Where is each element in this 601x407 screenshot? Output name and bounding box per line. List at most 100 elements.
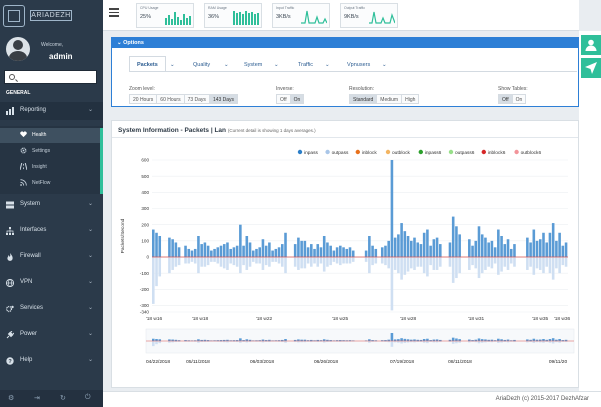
tab-packets[interactable]: Packets (129, 56, 166, 72)
tab-quality-dropdown[interactable]: ⌄ (224, 62, 229, 68)
bar-outpass (197, 257, 200, 274)
bar-outpass (277, 257, 281, 264)
sidebar-item-netflow[interactable]: NetFlow (0, 176, 103, 191)
chevron-down-icon: ⌄ (87, 331, 93, 337)
overview-bar-inpass (239, 338, 242, 341)
sidebar-item-reporting[interactable]: Reporting ⌄ (0, 102, 103, 120)
tab-label: Vpnusers (347, 62, 371, 68)
logo[interactable]: ARIADEZH (3, 5, 99, 27)
options-header[interactable]: ⌄ Options (112, 38, 578, 48)
overview-bar-inpass (316, 339, 320, 341)
chevron-down-icon: ⌄ (87, 201, 93, 207)
bar-outpass (316, 257, 320, 267)
resolution-segmented: Standard Medium High (349, 94, 420, 104)
overview-bar-inpass (235, 340, 239, 341)
tab-system-dropdown[interactable]: ⌄ (274, 62, 279, 68)
bar-outpass (245, 257, 249, 270)
zoom-option[interactable]: 60 Hours (156, 94, 185, 104)
tab-vpnusers-dropdown[interactable]: ⌄ (382, 62, 387, 68)
overview-bar-inpass (387, 339, 390, 341)
bar-outpass (471, 257, 474, 266)
zoom-option[interactable]: 20 Hours (129, 94, 158, 104)
overview-bar-inpass (293, 339, 297, 341)
legend-label: inpass6 (425, 150, 442, 156)
overview-bar-outpass (368, 341, 371, 343)
sidebar-item-settings[interactable]: Settings (0, 144, 103, 159)
bar-outpass (490, 257, 494, 269)
overview-bar-outpass (529, 341, 532, 343)
card-value: 25% (140, 14, 152, 20)
svg-text:?: ? (8, 359, 12, 365)
sidebar-item-health[interactable]: Health (0, 128, 103, 143)
sidebar: ARIADEZH Welcome, admin GENERAL Reportin… (0, 0, 103, 407)
packets-chart[interactable]: inpass outpass inblock outblock inpass6 outpa… (112, 121, 578, 387)
overview-bar-outpass (526, 341, 529, 343)
show-tables-option[interactable]: On (511, 94, 527, 104)
sidebar-item-power[interactable]: Power ⌄ (0, 326, 103, 344)
bar-inpass (477, 226, 481, 258)
y-tick-label: -340 (140, 310, 150, 315)
overview-bar-inpass (284, 339, 287, 341)
power-off-icon[interactable]: ⏻ (85, 394, 91, 401)
sidebar-item-services[interactable]: Services ⌄ (0, 300, 103, 318)
overview-bar-inpass (242, 340, 245, 341)
menu-toggle-icon[interactable] (109, 8, 119, 17)
logout-icon[interactable]: ⇥ (34, 395, 40, 402)
zoom-option-selected[interactable]: 143 Days (208, 94, 239, 104)
settings-shortcut-icon[interactable]: ⚙ (8, 395, 15, 402)
tab-quality[interactable]: Quality (185, 56, 218, 72)
globe-icon (6, 279, 14, 287)
overview-bar-outpass (458, 341, 461, 343)
overview-bar-inpass (497, 338, 500, 341)
resolution-option-selected[interactable]: Standard (349, 94, 378, 104)
bar-inpass (509, 248, 513, 258)
tab-packets-dropdown[interactable]: ⌄ (170, 62, 175, 68)
overview-bar-inpass (222, 339, 226, 341)
show-tables-option-selected[interactable]: Off (498, 94, 513, 104)
tab-traffic-dropdown[interactable]: ⌄ (325, 62, 330, 68)
overview-bar-outpass (380, 341, 384, 342)
overview-bar-outpass (200, 341, 203, 343)
sidebar-item-vpn[interactable]: VPN ⌄ (0, 274, 103, 292)
resolution-option[interactable]: Medium (376, 94, 403, 104)
bar-outpass (526, 257, 529, 270)
overview-bar-inpass (348, 340, 352, 341)
overview-bar-outpass (542, 341, 545, 343)
sidebar-item-insight[interactable]: Insight (0, 160, 103, 175)
zoom-option[interactable]: 73 Days (183, 94, 210, 104)
overview-bar-inpass (526, 339, 529, 341)
bar-inpass (555, 240, 558, 258)
sub-item-label: Settings (32, 148, 51, 154)
tab-traffic[interactable]: Traffic (290, 56, 321, 72)
legend-marker (448, 149, 454, 155)
sidebar-item-firewall[interactable]: Firewall ⌄ (0, 248, 103, 266)
refresh-icon[interactable]: ↻ (60, 395, 66, 402)
bar-inpass (306, 247, 310, 258)
overview-bar-inpass (255, 340, 258, 341)
tab-vpnusers[interactable]: Vpnusers (339, 56, 378, 72)
search-input[interactable] (19, 72, 95, 82)
inverse-option[interactable]: Off (276, 94, 291, 104)
tab-system[interactable]: System (236, 56, 270, 72)
sidebar-item-system[interactable]: System ⌄ (0, 196, 103, 214)
inverse-option-selected[interactable]: On (289, 94, 305, 104)
bar-inpass (422, 232, 426, 258)
overview-bar-outpass (387, 341, 390, 343)
resolution-option[interactable]: High (401, 94, 420, 104)
overview-bar-outpass (497, 341, 500, 343)
sidebar-item-label: Interfaces (20, 227, 47, 233)
bar-inpass (203, 242, 207, 258)
bar-inpass (451, 216, 455, 258)
sidebar-item-label: Power (20, 331, 38, 337)
sidebar-item-help[interactable]: ? Help ⌄ (0, 352, 103, 370)
send-button[interactable] (581, 58, 601, 78)
bar-inpass (471, 245, 474, 258)
overview-bar-outpass (439, 341, 442, 343)
user-panel-button[interactable] (581, 35, 601, 55)
sidebar-item-interfaces[interactable]: Interfaces ⌄ (0, 222, 103, 240)
bar-outpass (506, 257, 510, 270)
overview-bar-inpass (261, 339, 265, 341)
bar-outpass (335, 257, 339, 264)
bar-outpass (293, 257, 297, 267)
bar-outpass (322, 257, 326, 272)
